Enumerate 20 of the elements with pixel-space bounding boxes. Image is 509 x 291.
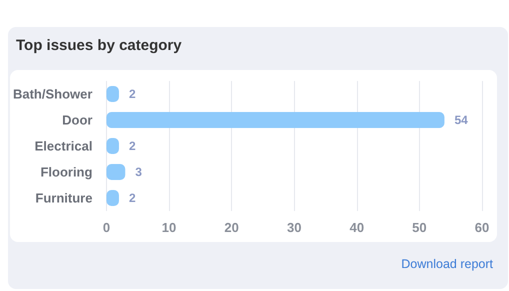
x-tick-label: 60 (474, 220, 490, 235)
x-tick-label: 30 (286, 220, 302, 235)
data-label: 2 (128, 191, 136, 205)
bar (106, 112, 444, 128)
data-label: 54 (454, 113, 468, 127)
text: Download report (401, 257, 493, 271)
y-tick-label: Furniture (35, 190, 92, 206)
x-tick-label: 50 (412, 220, 427, 235)
chart-title: Top issues by category (16, 37, 182, 54)
x-tick-label: 20 (224, 220, 239, 235)
y-tick-label: Door (62, 112, 92, 128)
x-tick-label: 0 (102, 220, 110, 235)
y-tick-label: Flooring (40, 164, 92, 180)
y-tick-label: Bath/Shower (12, 86, 92, 102)
data-label: 3 (135, 165, 142, 179)
x-tick-label: 40 (350, 220, 364, 235)
data-label: 2 (128, 87, 136, 101)
x-tick-label: 10 (162, 220, 176, 235)
data-label: 2 (128, 139, 136, 153)
y-tick-label: Electrical (34, 138, 92, 154)
